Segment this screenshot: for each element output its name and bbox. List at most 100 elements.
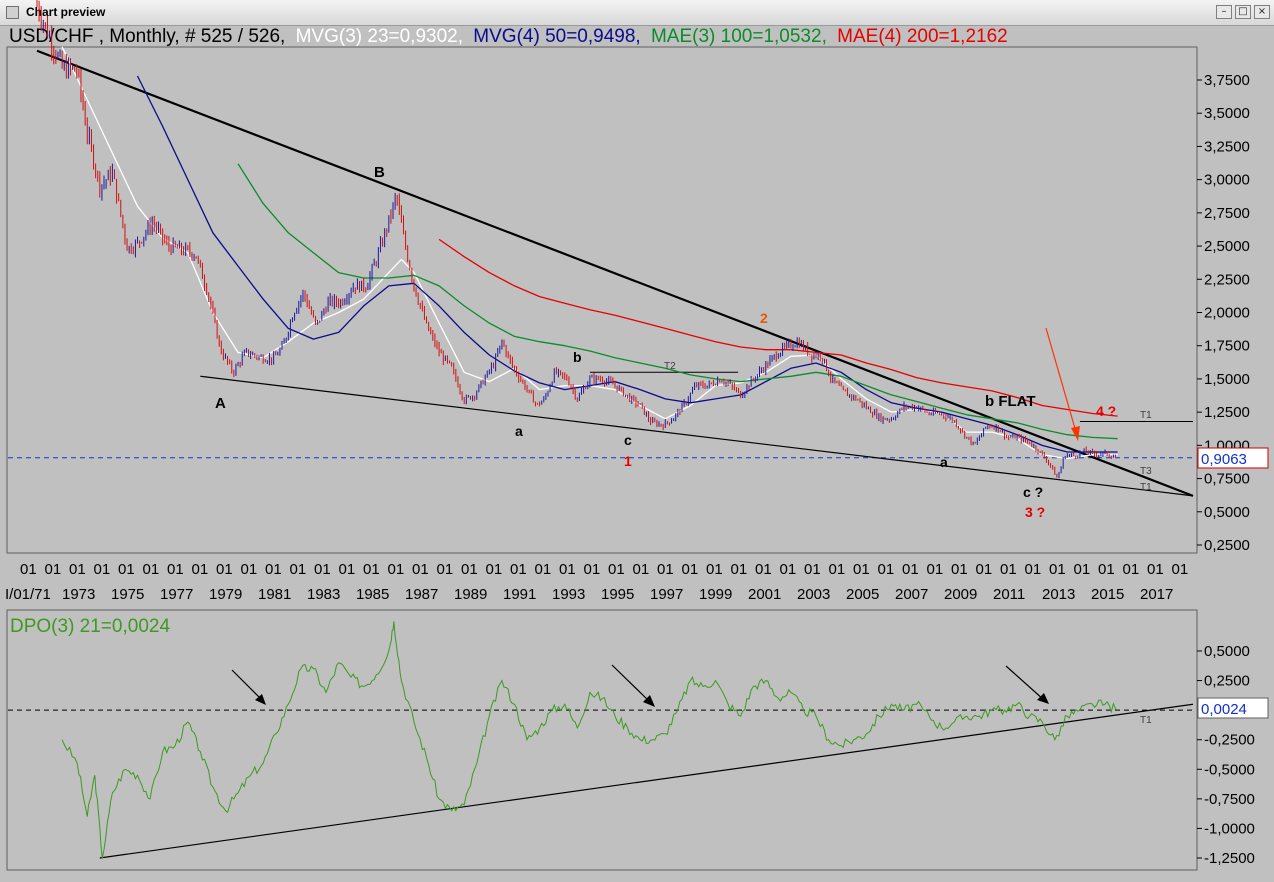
x-axis-year-label: 2015 [1091,586,1124,603]
price-axis-label: 1,7500 [1204,338,1250,355]
price-axis-label: 3,7500 [1204,72,1250,89]
dpo-panel [6,609,1198,871]
x-axis-month-label: 01 [45,561,62,578]
x-axis-year-label: 2009 [944,586,977,603]
x-axis-month-label: 01 [363,561,380,578]
dpo-plot [8,621,1196,859]
price-axis: 3,7500 3,5000 3,2500 3,0000 2,7500 2,5000 2,25… [1197,72,1250,554]
x-axis-year-label: 2017 [1140,586,1173,603]
wave-label-2: 2 [760,310,768,326]
wave-label-a2: a [940,454,948,470]
price-axis-label: 3,5000 [1204,105,1250,122]
x-axis-month-label: 01 [510,561,527,578]
x-axis-month-label: 01 [780,561,797,578]
dpo-axis-label: -1,2500 [1204,850,1255,867]
x-axis-first-label: I/01/71 [5,586,51,603]
x-axis-year-label: 2007 [895,586,928,603]
dpo-axis-label: 0,5000 [1204,643,1250,660]
price-axis-label: 3,0000 [1204,172,1250,189]
price-axis-label: 0,2500 [1204,537,1250,554]
x-axis-month-label: 01 [878,561,895,578]
wave-label-a1: a [515,423,523,439]
dpo-axis-label: -1,0000 [1204,820,1255,837]
arrowhead-icon [255,694,266,705]
x-axis-month-label: 01 [339,561,356,578]
x-axis-month-label: 01 [1098,561,1115,578]
label-T3: T3 [1140,466,1152,477]
wave-label-c1: c [624,432,632,448]
price-axis-label: 1,2500 [1204,404,1250,421]
dpo-axis-label: -0,5000 [1204,761,1255,778]
annotation-arrows [231,327,1080,707]
dpo-axis-label: 0,2500 [1204,673,1250,690]
x-axis-month-label: 01 [951,561,968,578]
x-axis-month-label: 01 [657,561,674,578]
x-axis-month-label: 01 [192,561,209,578]
wave-label-b1: b [573,349,582,365]
current-price-box [1197,447,1269,469]
x-axis-month-label: 01 [608,561,625,578]
x-axis-month-label: 01 [927,561,944,578]
price-axis-label: 0,5000 [1204,504,1250,521]
wave-label-bflat: b FLAT [985,393,1036,410]
price-axis-label: 2,0000 [1204,305,1250,322]
x-axis-month-label: 01 [94,561,111,578]
window-titlebar: Chart preview – □ × [0,0,1274,26]
x-axis-month-label: 01 [461,561,478,578]
x-axis-month-label: 01 [1123,561,1140,578]
x-axis-year-label: 1989 [454,586,487,603]
current-dpo-value: 0,0024 [1201,701,1247,718]
x-axis-month-label: 01 [755,561,772,578]
price-axis-label: 2,7500 [1204,205,1250,222]
x-axis-year-label: 1977 [160,586,193,603]
x-axis-month-label: 01 [216,561,233,578]
wave-label-1: 1 [624,453,632,469]
label-T2: T2 [664,361,676,372]
x-axis-month-label: 01 [1049,561,1066,578]
maximize-button[interactable]: □ [1235,5,1251,19]
x-axis-year-label: 1975 [111,586,144,603]
wave-label-c2: c ? [1023,484,1043,500]
dpo-axis-label: -0,2500 [1204,732,1255,749]
current-dpo-box [1197,697,1269,719]
x-axis-month-label: 01 [829,561,846,578]
label-T1-dpo: T1 [1140,715,1152,726]
x-axis-month-label: 01 [143,561,160,578]
price-axis-label: 2,5000 [1204,238,1250,255]
ma-line-4 [438,238,1118,417]
header-mae200: MAE(4) 200=1,2162 [837,26,1008,47]
x-axis-month-label: 01 [853,561,870,578]
x-axis-month-label: 01 [1074,561,1091,578]
x-axis-month-label: 01 [976,561,993,578]
trendline-labels: T2 T1 T3 T1 T1 [664,361,1152,726]
x-axis-month-label: 01 [1025,561,1042,578]
x-axis-month-label: 01 [167,561,184,578]
red-arrowhead-icon [1071,426,1080,441]
label-T1: T1 [1140,410,1152,421]
minimize-button[interactable]: – [1216,5,1232,19]
current-price-value: 0,9063 [1201,451,1247,468]
x-axis: 01 01 01 01 01 01 01 01 01 01 01 01 01 01 01 01 01 01 01 01… [5,561,1188,603]
x-axis-month-label: 01 [1000,561,1017,578]
trendline-upper [36,49,1194,497]
x-axis-month-label: 01 [584,561,601,578]
header-ma50: MVG(4) 50=0,9498, [473,26,640,47]
x-axis-year-label: 2005 [846,586,879,603]
x-axis-month-label: 01 [118,561,135,578]
x-axis-year-label: 1979 [209,586,242,603]
x-axis-month-label: 01 [388,561,405,578]
x-axis-year-label: 1985 [356,586,389,603]
x-axis-month-label: 01 [412,561,429,578]
price-axis-label: 1,5000 [1204,371,1250,388]
x-axis-month-label: 01 [902,561,919,578]
dpo-line [61,621,1118,859]
app-icon [6,6,19,19]
label-T1b: T1 [1140,482,1152,493]
dpo-trendline-T1 [99,703,1194,859]
close-button[interactable]: × [1254,5,1270,19]
price-axis-label: 2,2500 [1204,271,1250,288]
x-axis-year-label: 1983 [307,586,340,603]
wave-annotations: A B a b c 1 2 a b FLAT c ? 3 ? 4 ? [215,164,1116,520]
x-axis-month-label: 01 [1172,561,1189,578]
